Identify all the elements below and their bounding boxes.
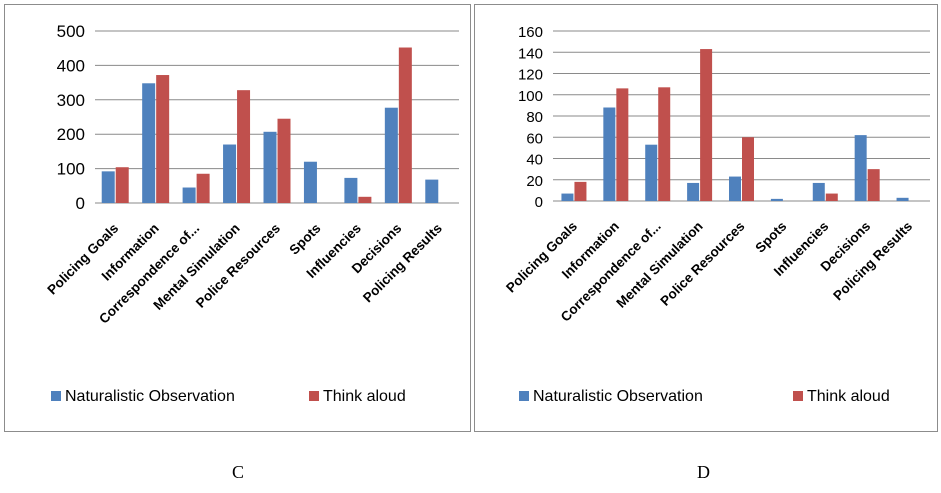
y-tick-label: 0 [535,194,543,211]
y-tick-label: 60 [526,130,543,147]
bar [896,197,909,201]
legend-swatch [519,391,529,401]
y-tick-label: 160 [518,24,543,41]
bar [770,198,783,201]
bar [182,187,196,203]
bar [616,88,629,201]
bar [263,131,277,203]
y-tick-label: 0 [76,194,85,213]
y-tick-label: 100 [57,160,85,179]
bar [687,182,700,201]
bar [196,173,210,203]
y-tick-label: 300 [57,91,85,110]
bar [277,118,291,203]
bar [142,83,156,203]
bar [729,176,741,201]
bar [237,90,251,203]
y-tick-label: 140 [518,45,543,62]
bar [156,75,170,203]
bar [398,47,412,204]
legend-swatch [793,391,803,401]
caption-c: C [232,462,245,482]
bar [825,193,838,201]
bar [700,49,713,201]
chart-panel-d: 0 20 40 60 80 100 120 140 160 Policing Goals Infor… [474,4,938,432]
bar [561,193,574,201]
caption-d: D [697,462,710,482]
chart-panel-c: 0 100 200 300 400 500 Policing Goals Informatio… [4,4,471,432]
x-tick-label: Policing Goals [44,221,121,298]
bar [867,169,880,201]
bar [344,177,358,203]
x-tick-label: Policing Goals [503,219,580,296]
y-tick-label: 400 [57,56,85,75]
y-tick-label: 100 [518,88,543,105]
bar [854,135,867,201]
bar [223,144,237,203]
bar [574,181,587,201]
y-tick-label: 40 [526,152,543,169]
bar [425,179,439,203]
bar [384,107,398,203]
bar [658,87,671,201]
y-tick-label: 80 [526,109,543,126]
legend-swatch [51,391,61,401]
y-tick-label: 120 [518,67,543,84]
bar [101,171,115,203]
bar [645,144,658,201]
x-tick-label: Policing Results [360,221,445,306]
bar [742,137,754,201]
bar [603,107,616,201]
bar [303,161,317,203]
legend-swatch [309,391,319,401]
x-tick-label: Policing Results [830,219,915,304]
bar [812,182,825,201]
y-tick-label: 500 [57,22,85,41]
x-tick-label: Spots [286,221,323,258]
bar [115,167,129,203]
legend-label: Naturalistic Observation [533,388,703,405]
legend-label: Think aloud [807,388,890,405]
legend-label: Think aloud [323,388,406,405]
x-tick-label: Spots [752,219,789,256]
legend-label: Naturalistic Observation [65,388,235,405]
y-tick-label: 20 [526,173,543,190]
bar [358,196,372,203]
y-tick-label: 200 [57,125,85,144]
